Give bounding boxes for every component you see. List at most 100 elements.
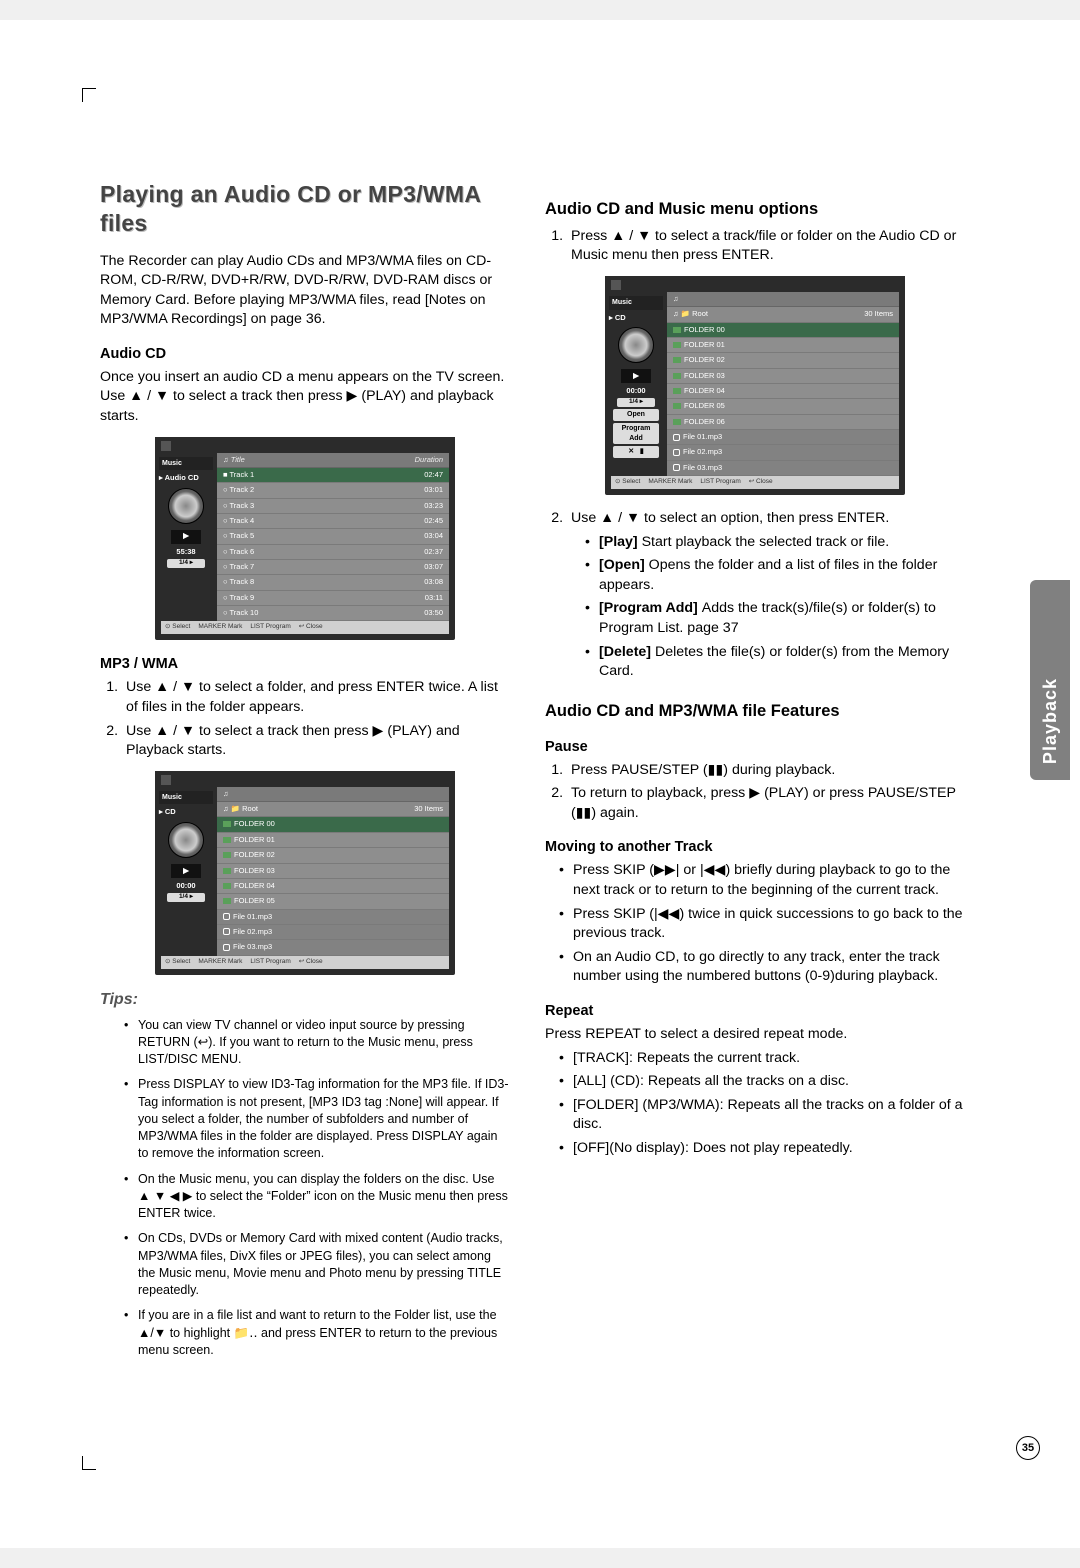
- mp3-steps: Use ▲ / ▼ to select a folder, and press …: [100, 678, 510, 760]
- content-columns: Playing an Audio CD or MP3/WMA files The…: [100, 180, 990, 1367]
- list-item: Press SKIP (▶▶| or |◀◀) briefly during p…: [559, 861, 965, 900]
- root-row: ♫ 📁 Root30 Items: [667, 307, 899, 322]
- list-item: FOLDER 05: [667, 399, 899, 414]
- folder-list: ♫ ♫ 📁 Root30 Items FOLDER 00 FOLDER 01 F…: [667, 292, 899, 476]
- list-item: File 02.mp3: [217, 925, 449, 940]
- shot-title: Music: [159, 457, 213, 471]
- option-item: [Open] Opens the folder and a list of fi…: [585, 556, 965, 595]
- audio-cd-heading: Audio CD: [100, 344, 510, 364]
- shot-badge: 1/4 ▸: [167, 559, 205, 568]
- play-icon: ▶: [171, 864, 201, 878]
- shot-side-label: ▸ CD: [159, 807, 213, 817]
- list-item: On an Audio CD, to go directly to any tr…: [559, 948, 965, 987]
- list-item: ○ Track 1003:50: [217, 606, 449, 621]
- shot-time: 00:00: [159, 881, 213, 891]
- tips-heading: Tips:: [100, 989, 510, 1011]
- mp3-heading: MP3 / WMA: [100, 654, 510, 674]
- shot-time: 00:00: [609, 386, 663, 396]
- track-list: ♫ Title Duration ■ Track 102:47 ○ Track …: [217, 453, 449, 622]
- list-item: ○ Track 703:07: [217, 560, 449, 575]
- menu-options-steps-2: Use ▲ / ▼ to select an option, then pres…: [545, 509, 965, 682]
- list-item: File 03.mp3: [217, 940, 449, 955]
- list-item: FOLDER 03: [667, 369, 899, 384]
- repeat-heading: Repeat: [545, 1001, 965, 1021]
- shot-side-label: ▸ Audio CD: [159, 473, 213, 483]
- tip-item: On the Music menu, you can display the f…: [124, 1171, 510, 1223]
- tip-item: On CDs, DVDs or Memory Card with mixed c…: [124, 1230, 510, 1299]
- list-item: File 01.mp3: [667, 430, 899, 445]
- disc-icon: [168, 822, 204, 858]
- step-item: Use ▲ / ▼ to select an option, then pres…: [567, 509, 965, 682]
- list-item: FOLDER 00: [667, 323, 899, 338]
- audio-cd-text: Once you insert an audio CD a menu appea…: [100, 368, 510, 427]
- menu-options-heading: Audio CD and Music menu options: [545, 198, 965, 221]
- list-item: FOLDER 06: [667, 415, 899, 430]
- moving-heading: Moving to another Track: [545, 837, 965, 857]
- play-icon: ▶: [171, 530, 201, 544]
- list-item: FOLDER 00: [217, 817, 449, 832]
- list-item: FOLDER 03: [217, 864, 449, 879]
- features-heading: Audio CD and MP3/WMA file Features: [545, 700, 965, 723]
- manual-page: Playback Playing an Audio CD or MP3/WMA …: [0, 20, 1080, 1548]
- disc-icon: [168, 488, 204, 524]
- section-tab-label: Playback: [1040, 678, 1061, 764]
- list-item: FOLDER 05: [217, 894, 449, 909]
- moving-list: Press SKIP (▶▶| or |◀◀) briefly during p…: [545, 861, 965, 987]
- option-item: [Program Add] Adds the track(s)/file(s) …: [585, 599, 965, 638]
- menu-options-screenshot: Music ▸ CD ▶ 00:00 1/4 ▸ Open Program Ad…: [605, 276, 905, 495]
- list-item: [OFF](No display): Does not play repeate…: [559, 1139, 965, 1159]
- page-number: 35: [1016, 1436, 1040, 1460]
- root-row: ♫ 📁 Root30 Items: [217, 802, 449, 817]
- step-item: Use ▲ / ▼ to select a folder, and press …: [122, 678, 510, 717]
- list-item: FOLDER 02: [217, 848, 449, 863]
- list-item: File 03.mp3: [667, 461, 899, 476]
- list-item: Press SKIP (|◀◀) twice in quick successi…: [559, 905, 965, 944]
- option-list: [Play] Start playback the selected track…: [571, 533, 965, 682]
- shot-footer: ⊙ SelectMARKER MarkLIST Program↩ Close: [161, 621, 449, 634]
- shot-footer: ⊙ SelectMARKER MarkLIST Program↩ Close: [161, 956, 449, 969]
- list-item: File 01.mp3: [217, 910, 449, 925]
- repeat-list: [TRACK]: Repeats the current track. [ALL…: [545, 1049, 965, 1159]
- shot-footer: ⊙ SelectMARKER MarkLIST Program↩ Close: [611, 476, 899, 489]
- shot-badge: 1/4 ▸: [167, 893, 205, 902]
- mp3-screenshot: Music ▸ CD ▶ 00:00 1/4 ▸ ♫ ♫ 📁 Root30 It…: [155, 771, 455, 975]
- list-item: FOLDER 04: [667, 384, 899, 399]
- list-item: [TRACK]: Repeats the current track.: [559, 1049, 965, 1069]
- shot-title: Music: [609, 296, 663, 310]
- step-item: Use ▲ / ▼ to select a track then press ▶…: [122, 722, 510, 761]
- list-item: ○ Track 303:23: [217, 499, 449, 514]
- pause-heading: Pause: [545, 737, 965, 757]
- shot-side-label: ▸ CD: [609, 313, 663, 323]
- step-item: To return to playback, press ▶ (PLAY) or…: [567, 784, 965, 823]
- page-title: Playing an Audio CD or MP3/WMA files: [100, 180, 510, 238]
- tip-item: You can view TV channel or video input s…: [124, 1017, 510, 1069]
- list-item: FOLDER 02: [667, 353, 899, 368]
- disc-icon: [618, 327, 654, 363]
- audio-cd-screenshot: Music ▸ Audio CD ▶ 55:38 1/4 ▸ ♫ Title D…: [155, 437, 455, 641]
- crop-mark: [82, 1456, 96, 1470]
- program-add-button: Program Add: [613, 423, 659, 444]
- list-item: ■ Track 102:47: [217, 468, 449, 483]
- list-item: FOLDER 04: [217, 879, 449, 894]
- menu-options-steps: Press ▲ / ▼ to select a track/file or fo…: [545, 227, 965, 266]
- shot-time: 55:38: [159, 547, 213, 557]
- tip-item: Press DISPLAY to view ID3-Tag informatio…: [124, 1076, 510, 1162]
- list-item: FOLDER 01: [217, 833, 449, 848]
- option-item: [Delete] Deletes the file(s) or folder(s…: [585, 643, 965, 682]
- nav-button: ✕ ▮: [613, 446, 659, 458]
- list-item: ○ Track 803:08: [217, 575, 449, 590]
- folder-list: ♫ ♫ 📁 Root30 Items FOLDER 00 FOLDER 01 F…: [217, 787, 449, 956]
- step-item: Press PAUSE/STEP (▮▮) during playback.: [567, 761, 965, 781]
- list-item: File 02.mp3: [667, 445, 899, 460]
- col-duration: Duration: [415, 455, 443, 465]
- shot-badge: 1/4 ▸: [617, 398, 655, 407]
- list-item: [ALL] (CD): Repeats all the tracks on a …: [559, 1072, 965, 1092]
- step-item: Press ▲ / ▼ to select a track/file or fo…: [567, 227, 965, 266]
- list-item: ○ Track 402:45: [217, 514, 449, 529]
- intro-paragraph: The Recorder can play Audio CDs and MP3/…: [100, 252, 510, 330]
- repeat-intro: Press REPEAT to select a desired repeat …: [545, 1025, 965, 1045]
- pause-steps: Press PAUSE/STEP (▮▮) during playback. T…: [545, 761, 965, 824]
- section-tab: Playback: [1030, 580, 1070, 780]
- shot-title: Music: [159, 791, 213, 805]
- list-item: FOLDER 01: [667, 338, 899, 353]
